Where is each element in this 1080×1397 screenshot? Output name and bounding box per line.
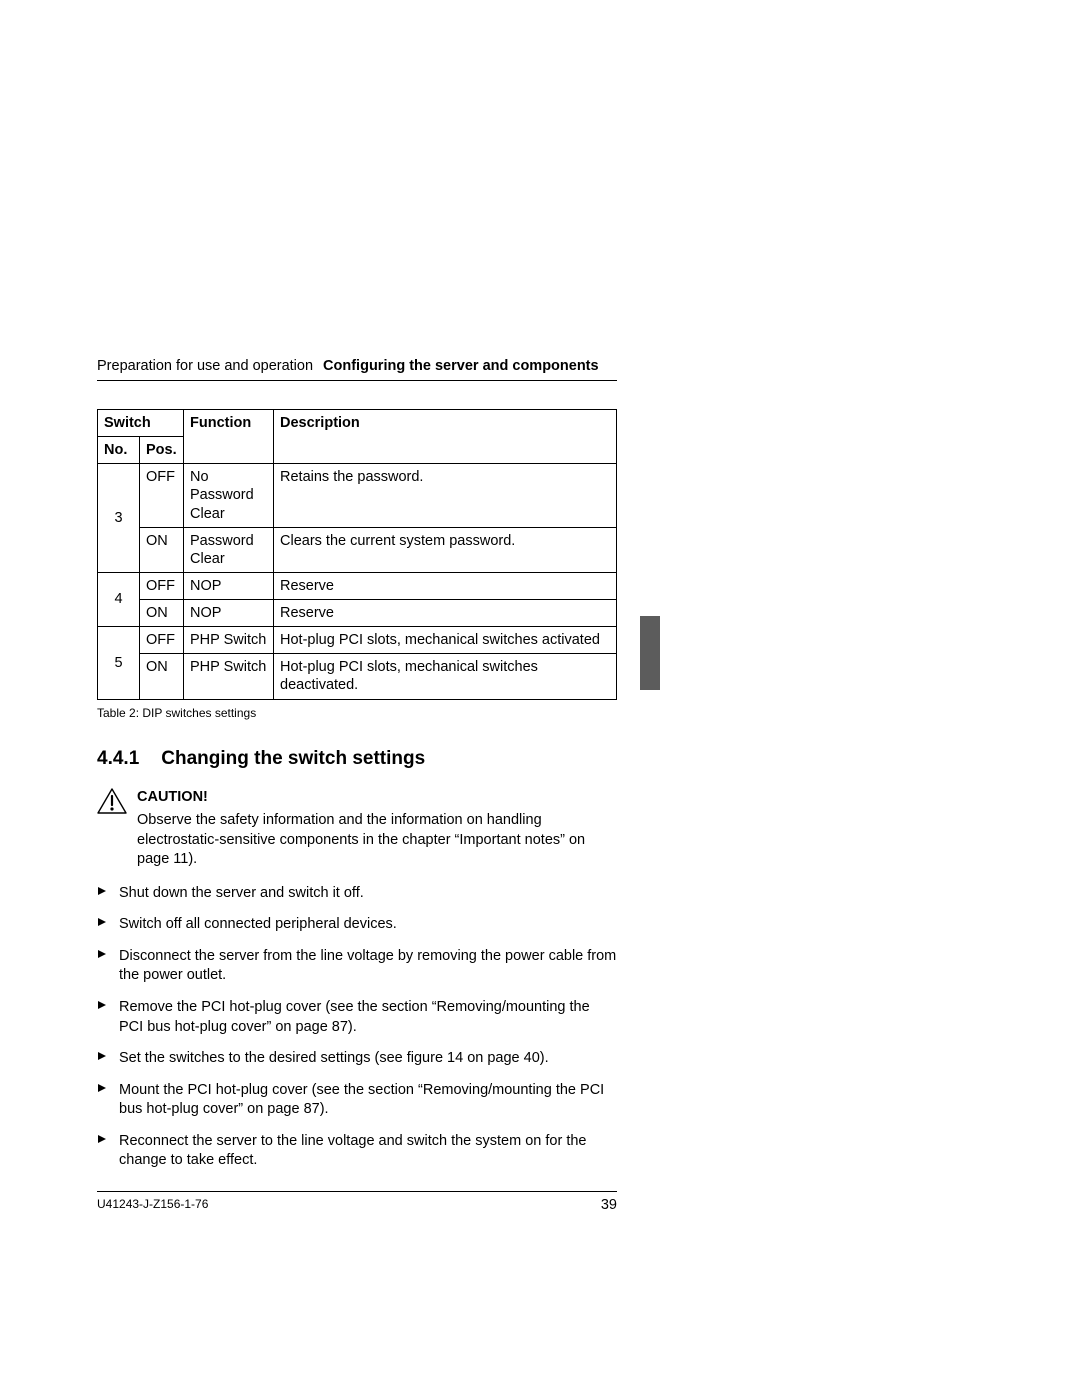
cell-desc: Retains the password. (274, 464, 617, 527)
thumb-index-tab (640, 616, 660, 690)
table-row: ON Password Clear Clears the current sys… (98, 527, 617, 572)
cell-func: PHP Switch (184, 627, 274, 654)
step-item: Remove the PCI hot-plug cover (see the s… (97, 998, 617, 1037)
caution-block: CAUTION! Observe the safety information … (97, 788, 617, 870)
table-row: ON PHP Switch Hot-plug PCI slots, mechan… (98, 654, 617, 699)
page-content: Preparation for use and operation Config… (97, 358, 617, 1183)
th-description: Description (274, 410, 617, 464)
step-item: Set the switches to the desired settings… (97, 1049, 617, 1069)
step-item: Mount the PCI hot-plug cover (see the se… (97, 1081, 617, 1120)
th-switch: Switch (98, 410, 184, 437)
caution-text: CAUTION! Observe the safety information … (137, 788, 617, 870)
triangle-bullet-icon (97, 917, 107, 927)
footer-doc-id: U41243-J-Z156-1-76 (97, 1197, 208, 1213)
caution-label: CAUTION! (137, 788, 617, 808)
cell-func: Password Clear (184, 527, 274, 572)
step-item: Reconnect the server to the line voltage… (97, 1132, 617, 1171)
cell-desc: Hot-plug PCI slots, mechanical switches … (274, 627, 617, 654)
table-row: 3 OFF No Password Clear Retains the pass… (98, 464, 617, 527)
table-row: ON NOP Reserve (98, 600, 617, 627)
cell-func: NOP (184, 600, 274, 627)
step-text: Switch off all connected peripheral devi… (119, 916, 397, 932)
cell-no: 5 (98, 627, 140, 699)
running-head-left: Preparation for use and operation (97, 358, 313, 374)
step-text: Shut down the server and switch it off. (119, 885, 364, 901)
step-item: Switch off all connected peripheral devi… (97, 915, 617, 935)
cell-pos: OFF (140, 572, 184, 599)
section-heading: 4.4.1 Changing the switch settings (97, 748, 617, 770)
section-number: 4.4.1 (97, 748, 139, 770)
th-function: Function (184, 410, 274, 464)
triangle-bullet-icon (97, 1051, 107, 1061)
cell-pos: OFF (140, 464, 184, 527)
triangle-bullet-icon (97, 1000, 107, 1010)
cell-pos: OFF (140, 627, 184, 654)
cell-func: PHP Switch (184, 654, 274, 699)
cell-no: 3 (98, 464, 140, 573)
footer-page-number: 39 (601, 1197, 617, 1213)
cell-pos: ON (140, 654, 184, 699)
table-row: 5 OFF PHP Switch Hot-plug PCI slots, mec… (98, 627, 617, 654)
procedure-steps: Shut down the server and switch it off. … (97, 884, 617, 1171)
cell-pos: ON (140, 600, 184, 627)
dip-switch-table: Switch Function Description No. Pos. 3 O… (97, 409, 617, 700)
step-item: Disconnect the server from the line volt… (97, 947, 617, 986)
page-footer: U41243-J-Z156-1-76 39 (97, 1191, 617, 1213)
step-text: Mount the PCI hot-plug cover (see the se… (119, 1082, 604, 1118)
triangle-bullet-icon (97, 886, 107, 896)
running-head-right: Configuring the server and components (323, 358, 599, 374)
cell-desc: Hot-plug PCI slots, mechanical switches … (274, 654, 617, 699)
cell-desc: Clears the current system password. (274, 527, 617, 572)
cell-desc: Reserve (274, 600, 617, 627)
table-caption: Table 2: DIP switches settings (97, 706, 617, 720)
triangle-bullet-icon (97, 1134, 107, 1144)
cell-func: No Password Clear (184, 464, 274, 527)
cell-pos: ON (140, 527, 184, 572)
caution-icon (97, 788, 127, 815)
cell-func: NOP (184, 572, 274, 599)
step-item: Shut down the server and switch it off. (97, 884, 617, 904)
table-row: 4 OFF NOP Reserve (98, 572, 617, 599)
step-text: Set the switches to the desired settings… (119, 1050, 549, 1066)
step-text: Reconnect the server to the line voltage… (119, 1133, 586, 1169)
step-text: Remove the PCI hot-plug cover (see the s… (119, 999, 590, 1035)
running-head: Preparation for use and operation Config… (97, 358, 617, 381)
cell-desc: Reserve (274, 572, 617, 599)
triangle-bullet-icon (97, 949, 107, 959)
caution-body: Observe the safety information and the i… (137, 812, 585, 867)
step-text: Disconnect the server from the line volt… (119, 948, 616, 984)
th-pos: Pos. (140, 437, 184, 464)
triangle-bullet-icon (97, 1083, 107, 1093)
th-no: No. (98, 437, 140, 464)
cell-no: 4 (98, 572, 140, 626)
section-title: Changing the switch settings (161, 748, 425, 769)
